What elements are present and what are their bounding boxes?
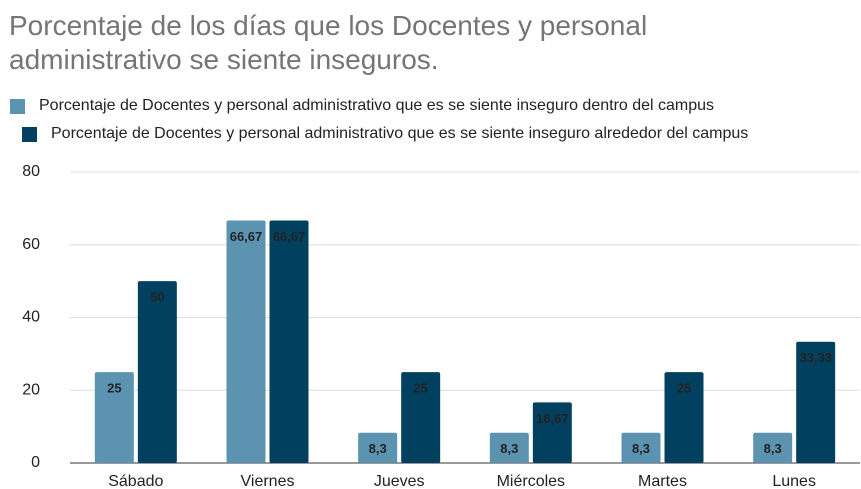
- legend-entry: Porcentaje de Docentes y personal admini…: [22, 125, 748, 143]
- bar: [532, 402, 572, 463]
- y-tick-label: 0: [31, 454, 40, 471]
- x-tick-label: Lunes: [772, 473, 816, 489]
- value-label: 25: [107, 381, 121, 396]
- x-tick-label: Sábado: [108, 473, 163, 489]
- bar: [401, 372, 441, 463]
- legend-entry: Porcentaje de Docentes y personal admini…: [10, 97, 714, 115]
- y-tick-label: 80: [22, 163, 40, 180]
- value-label: 16,67: [536, 411, 569, 426]
- value-label: 25: [677, 381, 691, 396]
- value-label: 66,67: [230, 229, 263, 244]
- x-tick-label: Viernes: [241, 473, 295, 489]
- bar: [94, 372, 134, 463]
- value-label: 8,3: [632, 441, 650, 456]
- x-tick-label: Jueves: [374, 473, 425, 489]
- bar: [358, 432, 398, 463]
- bar: [489, 432, 529, 463]
- legend-swatch: [22, 126, 37, 142]
- x-tick-label: Miércoles: [497, 473, 565, 489]
- value-label: 33,33: [799, 350, 832, 365]
- value-label: 25: [413, 381, 427, 396]
- y-tick-label: 60: [22, 236, 40, 253]
- bar: [796, 341, 836, 463]
- y-tick-label: 20: [22, 381, 40, 398]
- bar: [269, 220, 309, 463]
- value-label: 8,3: [500, 441, 518, 456]
- bar: [226, 220, 266, 463]
- chart-title: Porcentaje de los días que los Docentes …: [9, 10, 648, 75]
- bar: [664, 372, 704, 463]
- value-label: 8,3: [369, 441, 387, 456]
- x-tick-label: Martes: [638, 473, 687, 489]
- legend-label: Porcentaje de Docentes y personal admini…: [39, 97, 715, 114]
- value-label: 66,67: [273, 229, 306, 244]
- bar: [621, 432, 661, 463]
- value-label: 50: [150, 290, 164, 305]
- legend-label: Porcentaje de Docentes y personal admini…: [51, 125, 749, 142]
- value-label: 8,3: [764, 441, 782, 456]
- bar: [753, 432, 793, 463]
- legend-swatch: [10, 98, 25, 114]
- y-tick-label: 40: [22, 309, 40, 326]
- bar: [137, 281, 177, 463]
